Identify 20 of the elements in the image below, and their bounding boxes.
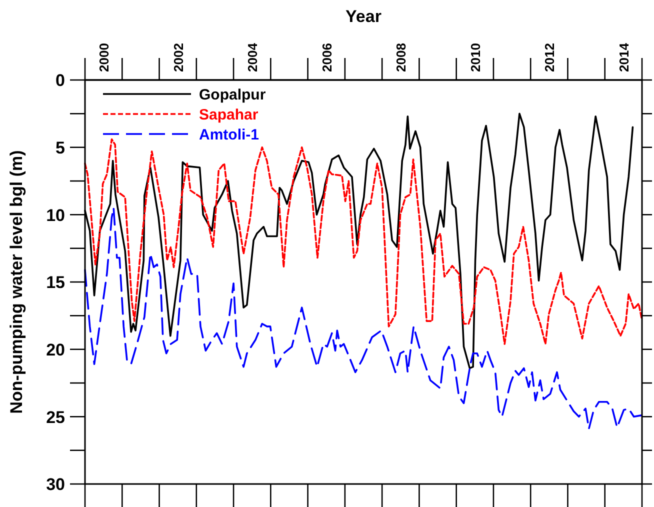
x-tick-label: 2012 — [542, 43, 558, 72]
x-tick-label: 2010 — [468, 43, 483, 72]
y-tick-label: 20 — [46, 340, 65, 360]
y-tick-label: 30 — [46, 475, 65, 494]
text: Amtoli-1 — [199, 126, 259, 144]
x-tick-label: 2000 — [96, 43, 112, 72]
y-tick-label: 15 — [46, 273, 65, 292]
y-axis-title: Non-pumping water level bgl (m) — [7, 150, 26, 414]
x-tick-label: 2002 — [170, 43, 186, 72]
x-tick-label: 2014 — [616, 42, 632, 72]
y-tick-label: 5 — [56, 138, 65, 158]
y-tick-label: 25 — [46, 408, 65, 427]
y-tick-label: 10 — [46, 206, 65, 225]
x-axis-title: Year — [346, 7, 382, 26]
series-label: Sapahar — [199, 106, 258, 124]
x-tick-label: 2004 — [245, 42, 260, 72]
x-tick-label: 2006 — [319, 43, 334, 72]
y-tick-label: 0 — [56, 71, 65, 90]
x-tick-label: 2008 — [394, 43, 409, 72]
legend-label: Gopalpur — [199, 86, 266, 104]
